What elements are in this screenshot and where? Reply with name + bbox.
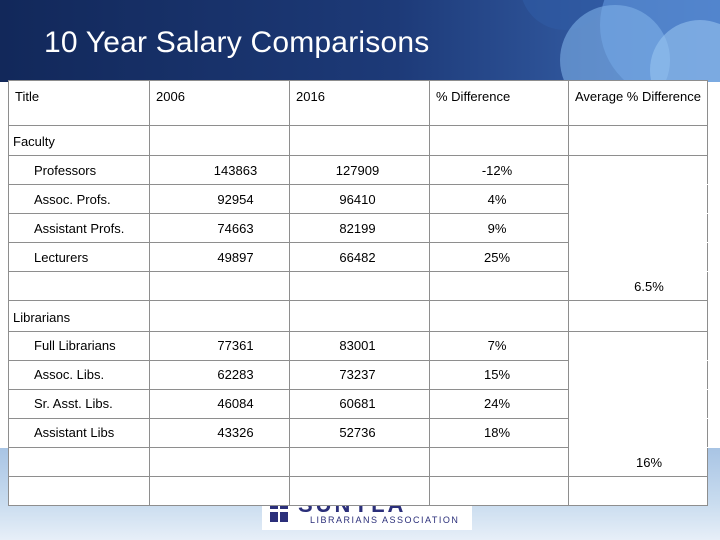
value-diff: 24%: [429, 388, 569, 419]
empty-cell: [149, 475, 290, 507]
table-row: Assoc. Profs. 92954 96410 4%: [8, 184, 708, 215]
empty-cell: [568, 330, 708, 361]
section-row-faculty: Faculty: [8, 125, 708, 157]
value-diff: 9%: [429, 213, 569, 244]
value-2006: 77361: [149, 330, 290, 361]
section-row-librarians: Librarians: [8, 300, 708, 332]
page-title: 10 Year Salary Comparisons: [44, 26, 430, 59]
empty-cell: [568, 184, 708, 215]
col-header-2006: 2006: [149, 79, 290, 127]
empty-cell: [568, 242, 708, 273]
empty-cell: [568, 300, 708, 332]
value-2016: 52736: [289, 417, 430, 448]
value-diff: -12%: [429, 155, 569, 186]
value-2006: 74663: [149, 213, 290, 244]
empty-cell: [429, 475, 569, 507]
value-2006: 49897: [149, 242, 290, 273]
row-title: Lecturers: [8, 242, 150, 273]
title-banner: 10 Year Salary Comparisons: [0, 0, 720, 82]
section-label: Librarians: [8, 300, 150, 332]
empty-cell: [8, 475, 150, 507]
empty-cell: [568, 388, 708, 419]
table-row: Lecturers 49897 66482 25%: [8, 242, 708, 273]
empty-cell: [429, 271, 569, 302]
value-2016: 73237: [289, 359, 430, 390]
value-2016: 66482: [289, 242, 430, 273]
value-diff: 4%: [429, 184, 569, 215]
table-row: Professors 143863 127909 -12%: [8, 155, 708, 186]
empty-cell: [149, 125, 290, 157]
empty-cell: [289, 446, 430, 477]
row-title: Assistant Profs.: [8, 213, 150, 244]
value-2006: 92954: [149, 184, 290, 215]
value-diff: 18%: [429, 417, 569, 448]
empty-cell: [149, 271, 290, 302]
empty-cell: [289, 271, 430, 302]
table-row: Assistant Libs 43326 52736 18%: [8, 417, 708, 448]
empty-cell: [8, 446, 150, 477]
col-header-title: Title: [8, 79, 150, 127]
row-title: Sr. Asst. Libs.: [8, 388, 150, 419]
value-2016: 83001: [289, 330, 430, 361]
value-diff: 7%: [429, 330, 569, 361]
value-2016: 96410: [289, 184, 430, 215]
row-title: Full Librarians: [8, 330, 150, 361]
empty-cell: [149, 300, 290, 332]
value-2006: 143863: [149, 155, 290, 186]
value-2006: 43326: [149, 417, 290, 448]
logo-sub-text: LIBRARIANS ASSOCIATION: [310, 515, 460, 525]
salary-table: Title 2006 2016 % Difference Average % D…: [8, 79, 708, 507]
col-header-pct-diff: % Difference: [429, 79, 569, 127]
value-diff: 25%: [429, 242, 569, 273]
empty-cell: [568, 359, 708, 390]
col-header-avg-pct-diff: Average % Difference: [568, 79, 708, 127]
row-title: Assoc. Libs.: [8, 359, 150, 390]
average-value: 16%: [568, 446, 708, 477]
book-icon: [268, 500, 292, 522]
average-row-faculty: 6.5%: [8, 271, 708, 302]
value-2016: 60681: [289, 388, 430, 419]
empty-cell: [429, 125, 569, 157]
value-diff: 15%: [429, 359, 569, 390]
empty-cell: [568, 417, 708, 448]
empty-cell: [568, 213, 708, 244]
table-row: Assoc. Libs. 62283 73237 15%: [8, 359, 708, 390]
empty-cell: [289, 125, 430, 157]
row-title: Assoc. Profs.: [8, 184, 150, 215]
empty-cell: [429, 446, 569, 477]
section-label: Faculty: [8, 125, 150, 157]
empty-cell: [568, 125, 708, 157]
col-header-2016: 2016: [289, 79, 430, 127]
empty-cell: [8, 271, 150, 302]
value-2006: 46084: [149, 388, 290, 419]
empty-cell: [568, 475, 708, 507]
empty-cell: [429, 300, 569, 332]
header-row: Title 2006 2016 % Difference Average % D…: [8, 79, 708, 127]
empty-cell: [149, 446, 290, 477]
row-title: Professors: [8, 155, 150, 186]
table-row: Assistant Profs. 74663 82199 9%: [8, 213, 708, 244]
table-row: Sr. Asst. Libs. 46084 60681 24%: [8, 388, 708, 419]
empty-cell: [289, 300, 430, 332]
empty-cell: [568, 155, 708, 186]
blank-row: [8, 475, 708, 507]
value-2016: 127909: [289, 155, 430, 186]
row-title: Assistant Libs: [8, 417, 150, 448]
empty-cell: [289, 475, 430, 507]
average-row-librarians: 16%: [8, 446, 708, 477]
average-value: 6.5%: [568, 271, 708, 302]
table-row: Full Librarians 77361 83001 7%: [8, 330, 708, 361]
value-2006: 62283: [149, 359, 290, 390]
value-2016: 82199: [289, 213, 430, 244]
